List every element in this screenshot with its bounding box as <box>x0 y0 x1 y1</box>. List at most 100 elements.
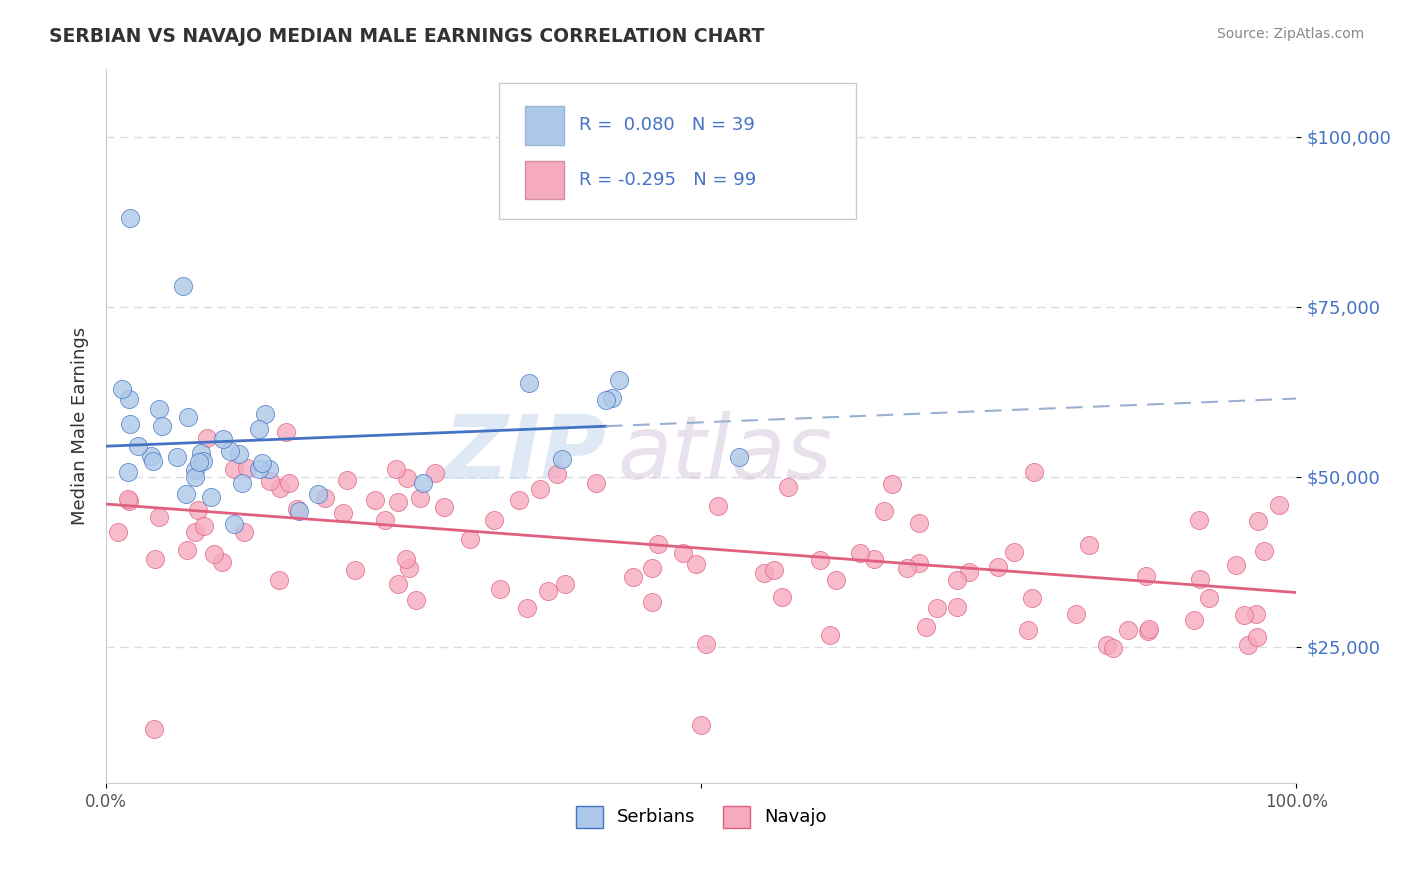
Point <box>111 382 134 396</box>
Point <box>1024 465 1046 479</box>
Text: SERBIAN VS NAVAJO MEDIAN MALE EARNINGS CORRELATION CHART: SERBIAN VS NAVAJO MEDIAN MALE EARNINGS C… <box>49 27 765 45</box>
Point <box>1247 514 1270 528</box>
Point <box>1064 607 1087 622</box>
Point <box>1244 607 1267 621</box>
Point <box>287 504 309 518</box>
Point <box>508 492 530 507</box>
Point <box>1017 624 1039 638</box>
Point <box>849 546 872 560</box>
Point <box>405 592 427 607</box>
Point <box>267 573 290 587</box>
Point <box>1246 630 1268 644</box>
Point <box>641 560 664 574</box>
Point <box>672 546 695 560</box>
Point <box>915 620 938 634</box>
Point <box>752 566 775 581</box>
Point <box>425 467 447 481</box>
Point <box>314 491 336 505</box>
Point <box>176 543 198 558</box>
Point <box>118 392 141 406</box>
Point <box>152 419 174 434</box>
Point <box>247 462 270 476</box>
Point <box>277 476 299 491</box>
Point <box>374 513 396 527</box>
Point <box>946 600 969 615</box>
Point <box>184 463 207 477</box>
Point <box>145 552 167 566</box>
Point <box>551 451 574 466</box>
Legend: Serbians, Navajo: Serbians, Navajo <box>568 798 834 835</box>
Point <box>772 590 794 604</box>
Point <box>908 556 931 570</box>
FancyBboxPatch shape <box>524 106 564 145</box>
Point <box>537 584 560 599</box>
Point <box>458 532 481 546</box>
Point <box>820 628 842 642</box>
Point <box>517 376 540 391</box>
Point <box>927 601 949 615</box>
Point <box>595 392 617 407</box>
Point <box>259 474 281 488</box>
Point <box>269 481 291 495</box>
Point <box>385 462 408 476</box>
Point <box>395 552 418 566</box>
Point <box>1135 568 1157 582</box>
Point <box>117 465 139 479</box>
Point <box>641 594 664 608</box>
Point <box>1189 572 1212 586</box>
Point <box>1116 623 1139 637</box>
Point <box>118 211 141 226</box>
Point <box>1002 544 1025 558</box>
Point <box>148 510 170 524</box>
Point <box>412 475 434 490</box>
Point <box>344 564 367 578</box>
Point <box>762 563 785 577</box>
Point <box>187 455 209 469</box>
FancyBboxPatch shape <box>524 161 564 199</box>
Point <box>212 432 235 446</box>
Point <box>863 552 886 566</box>
Point <box>987 560 1010 574</box>
Point <box>908 516 931 531</box>
Point <box>107 525 129 540</box>
Point <box>253 407 276 421</box>
Point <box>193 518 215 533</box>
Point <box>409 491 432 505</box>
Point <box>1267 499 1289 513</box>
Point <box>607 373 630 387</box>
Point <box>222 517 245 532</box>
Text: Source: ZipAtlas.com: Source: ZipAtlas.com <box>1216 27 1364 41</box>
Point <box>191 453 214 467</box>
Point <box>880 476 903 491</box>
Point <box>695 637 717 651</box>
Point <box>235 461 257 475</box>
Point <box>1225 558 1247 573</box>
Point <box>690 718 713 732</box>
Point <box>200 491 222 505</box>
Point <box>387 577 409 591</box>
Point <box>824 573 846 587</box>
Point <box>247 422 270 436</box>
Point <box>174 487 197 501</box>
Point <box>211 556 233 570</box>
Text: atlas: atlas <box>617 411 832 498</box>
Point <box>190 446 212 460</box>
Point <box>1097 638 1119 652</box>
Point <box>118 417 141 432</box>
Point <box>647 536 669 550</box>
Point <box>396 471 419 485</box>
Point <box>1078 538 1101 552</box>
Point <box>118 494 141 508</box>
Point <box>142 722 165 736</box>
FancyBboxPatch shape <box>499 83 856 219</box>
Point <box>398 561 420 575</box>
Text: ZIP: ZIP <box>443 411 606 498</box>
Point <box>621 570 644 584</box>
Point <box>195 431 218 445</box>
Point <box>250 456 273 470</box>
Point <box>336 473 359 487</box>
Point <box>117 491 139 506</box>
Point <box>202 547 225 561</box>
Point <box>187 503 209 517</box>
Point <box>957 565 980 579</box>
